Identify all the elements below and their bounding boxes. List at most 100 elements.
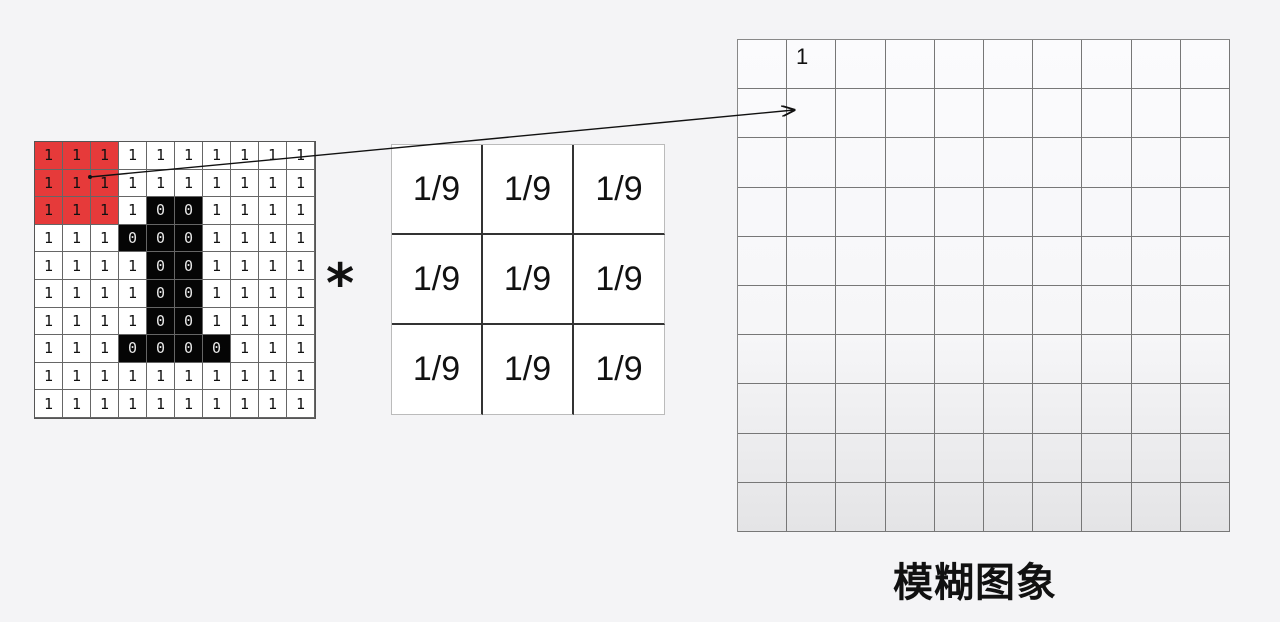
output-cell (787, 40, 837, 90)
input-cell: 1 (119, 307, 147, 336)
output-caption: 模糊图象 (893, 560, 1057, 606)
input-cell: 1 (259, 335, 287, 363)
output-cell (885, 236, 935, 286)
output-cell (983, 89, 1034, 139)
output-cell (836, 335, 886, 385)
output-cell (787, 384, 837, 434)
output-cell (1131, 187, 1181, 237)
output-cell (1082, 89, 1132, 139)
output-cell (934, 40, 984, 90)
input-cell: 1 (35, 197, 63, 225)
input-cell: 1 (91, 142, 119, 170)
input-cell: 1 (91, 390, 119, 418)
input-cell: 0 (175, 335, 203, 363)
output-cell (738, 236, 788, 286)
input-cell: 1 (63, 142, 91, 170)
output-cell (934, 482, 984, 532)
input-cell: 1 (287, 390, 315, 418)
input-cell: 1 (259, 362, 287, 391)
input-cell: 1 (91, 279, 119, 308)
input-cell: 1 (35, 279, 63, 308)
input-cell: 0 (147, 335, 175, 363)
input-cell: 1 (147, 142, 175, 170)
output-cell (836, 285, 886, 336)
input-cell: 1 (231, 307, 259, 336)
input-cell: 1 (287, 224, 315, 253)
output-cell (787, 138, 837, 188)
output-cell (1082, 384, 1132, 434)
output-cell (983, 236, 1034, 286)
output-cell (983, 482, 1034, 532)
output-cell (1131, 138, 1181, 188)
input-cell: 1 (259, 224, 287, 253)
input-cell: 1 (259, 279, 287, 308)
output-cell (1082, 40, 1132, 90)
output-cell (934, 138, 984, 188)
input-cell: 1 (119, 362, 147, 391)
kernel-cell: 1/9 (392, 145, 483, 235)
output-cell (1033, 335, 1083, 385)
input-cell: 0 (147, 197, 175, 225)
output-cell (885, 482, 935, 532)
output-cell (885, 384, 935, 434)
output-cell: 1 (738, 40, 808, 90)
kernel-grid: 1/9 1/9 1/9 1/9 1/9 1/9 1/9 1/9 1/9 (391, 144, 665, 415)
input-cell: 1 (175, 169, 203, 198)
output-cell (983, 335, 1034, 385)
input-cell: 1 (35, 224, 63, 253)
output-cell (885, 89, 935, 139)
output-cell (934, 236, 984, 286)
output-cell (983, 187, 1034, 237)
input-cell: 0 (175, 224, 203, 253)
output-cell (836, 236, 886, 286)
input-cell: 1 (203, 142, 231, 170)
input-cell: 1 (259, 390, 287, 418)
input-cell: 1 (119, 390, 147, 418)
input-cell: 1 (231, 390, 259, 418)
input-cell: 0 (175, 197, 203, 225)
kernel-cell: 1/9 (483, 235, 574, 325)
output-cell (1033, 138, 1083, 188)
output-cell (1082, 187, 1132, 237)
input-cell: 1 (119, 279, 147, 308)
input-cell: 0 (175, 307, 203, 336)
input-cell: 0 (147, 224, 175, 253)
input-cell: 1 (287, 279, 315, 308)
input-cell: 1 (175, 390, 203, 418)
input-cell: 1 (231, 335, 259, 363)
output-cell (1131, 40, 1181, 90)
output-cell (1033, 236, 1083, 286)
input-cell: 1 (63, 335, 91, 363)
input-cell: 1 (91, 224, 119, 253)
input-cell: 1 (91, 169, 119, 198)
output-cell (1033, 285, 1083, 336)
input-cell: 1 (63, 169, 91, 198)
output-cell (738, 335, 788, 385)
output-cell (885, 138, 935, 188)
output-cell (1131, 89, 1181, 139)
input-cell: 1 (35, 362, 63, 391)
input-cell: 1 (63, 279, 91, 308)
input-cell: 1 (175, 142, 203, 170)
input-cell: 1 (287, 335, 315, 363)
input-cell: 1 (287, 142, 315, 170)
output-cell (787, 89, 837, 139)
input-cell: 1 (259, 169, 287, 198)
input-cell: 1 (259, 252, 287, 280)
input-cell: 1 (287, 362, 315, 391)
output-cell (1082, 285, 1132, 336)
output-cell (836, 40, 886, 90)
output-cell (787, 433, 837, 483)
input-cell: 1 (119, 169, 147, 198)
output-cell (1033, 89, 1083, 139)
input-cell: 1 (287, 169, 315, 198)
output-cell (983, 40, 1034, 90)
blurred-output-grid: 1 (737, 39, 1230, 532)
output-cell (1180, 236, 1230, 286)
input-cell: 0 (147, 307, 175, 336)
output-cell (836, 138, 886, 188)
output-cell (1180, 433, 1230, 483)
output-cell (983, 384, 1034, 434)
output-cell (738, 89, 788, 139)
